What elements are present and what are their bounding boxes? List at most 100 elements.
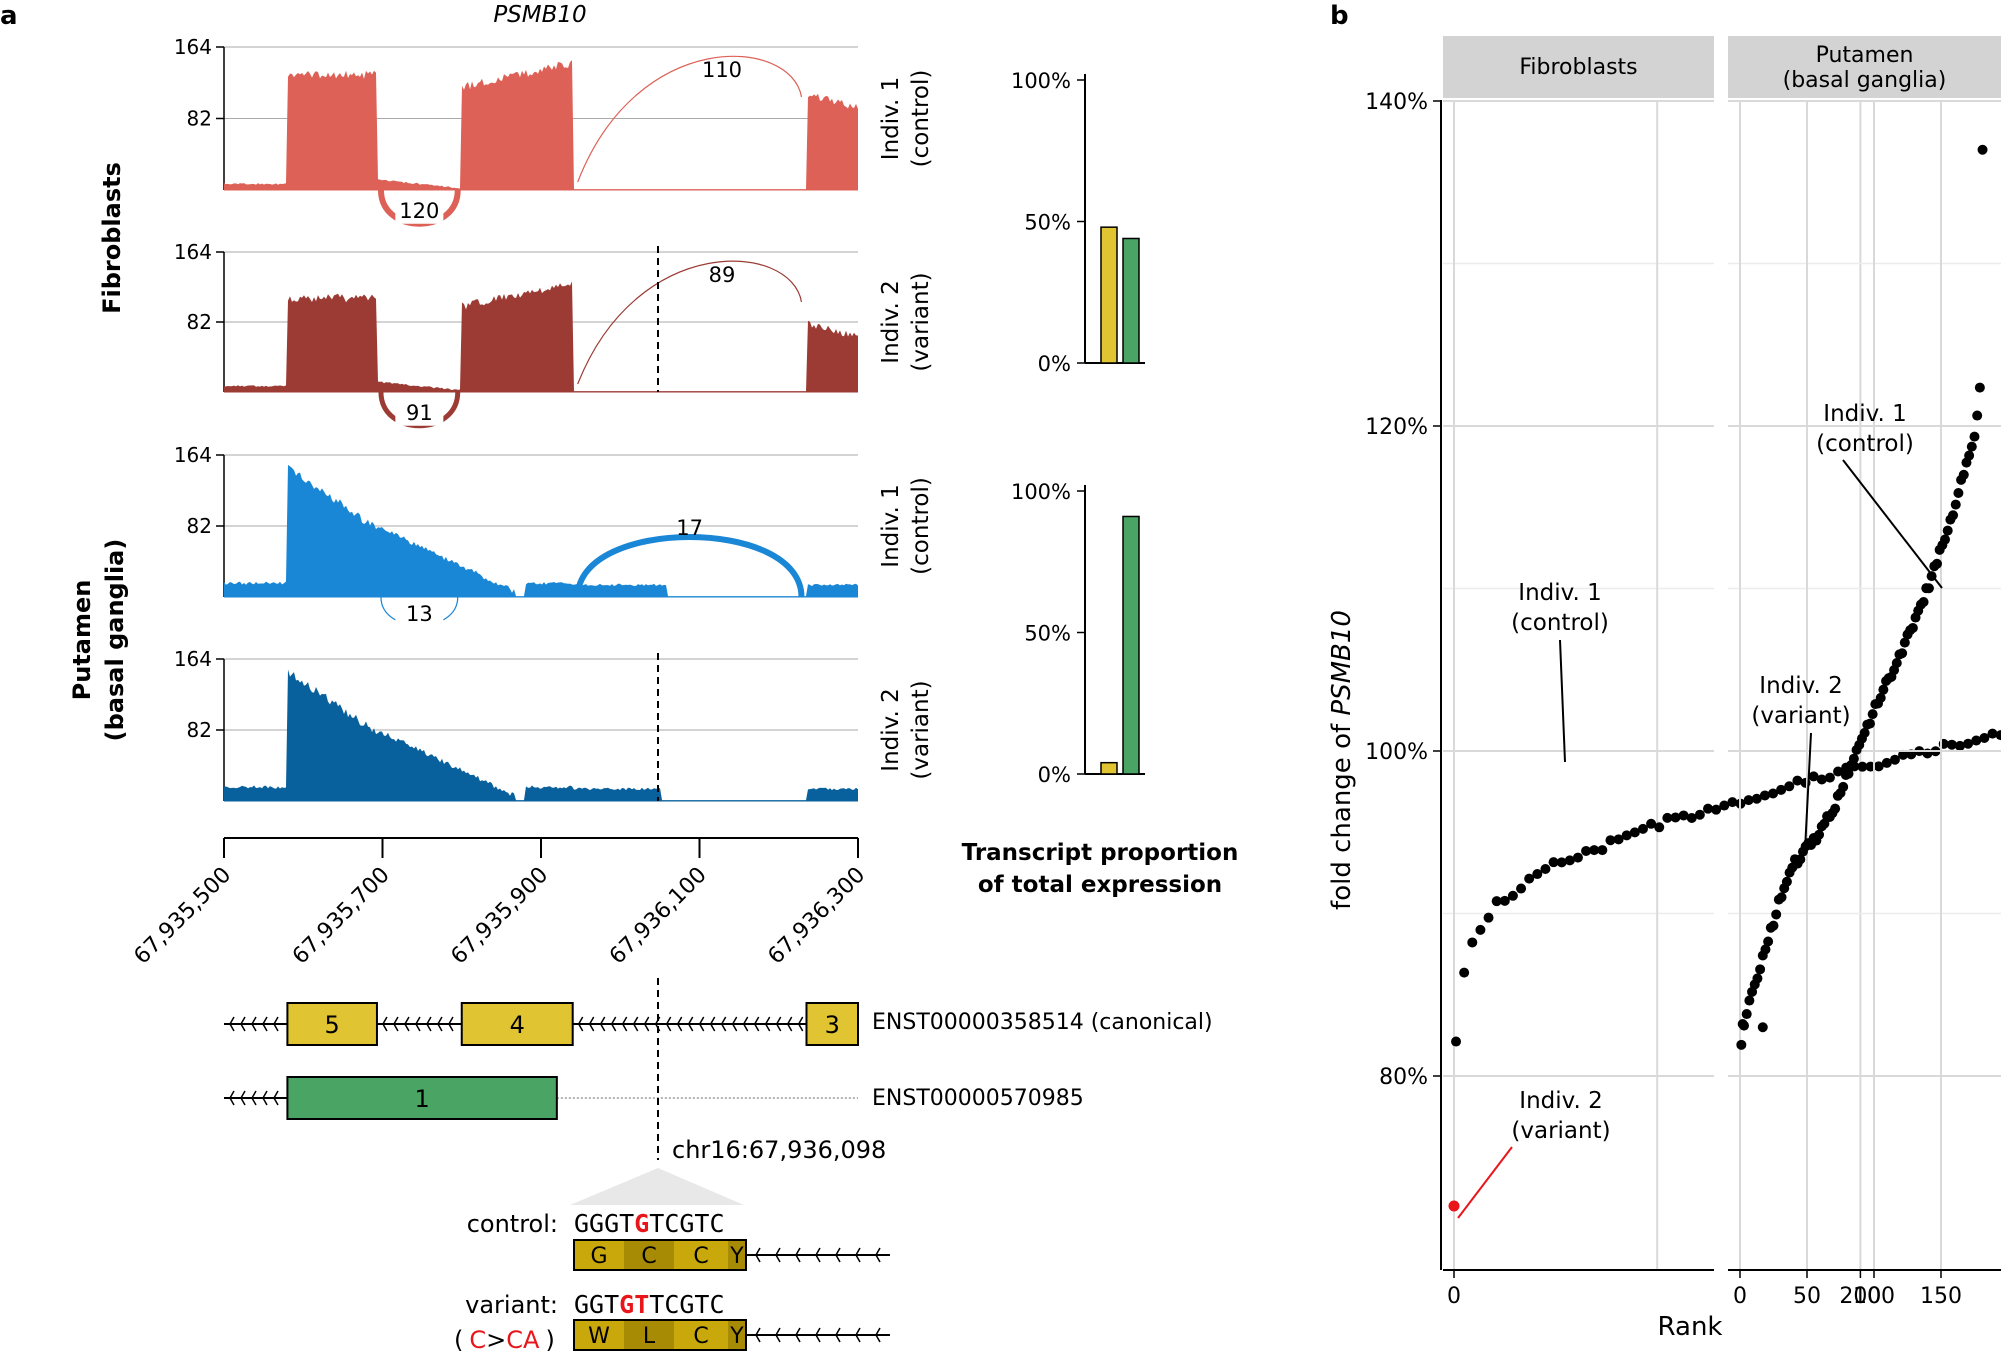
- strand-arrow: [251, 1090, 257, 1106]
- amino-acid-letter: C: [641, 1244, 656, 1269]
- data-point: [1816, 774, 1827, 785]
- data-point: [1838, 781, 1849, 792]
- y-tick-label: 120%: [1365, 415, 1428, 440]
- data-point: [1694, 809, 1705, 820]
- genomic-tick-label: 67,935,900: [446, 863, 553, 970]
- data-point: [1467, 937, 1478, 948]
- strand-arrow: [815, 1247, 821, 1263]
- y-tick-label: 82: [187, 107, 212, 131]
- data-point: [1808, 771, 1819, 782]
- rank-scatter-plots: Fibroblasts0200400Putamen(basal ganglia)…: [1365, 36, 2001, 1309]
- coverage-profile: [224, 60, 858, 190]
- amino-acid-letter: L: [643, 1324, 656, 1349]
- junction-label-alt: 110: [702, 58, 742, 82]
- data-point: [1819, 818, 1830, 829]
- y-tick-label: 164: [174, 443, 212, 467]
- strand-arrow: [764, 1016, 771, 1032]
- strand-arrow: [795, 1247, 801, 1263]
- annot-put-control-line1: Indiv. 1: [1823, 401, 1906, 427]
- strand-arrow: [709, 1016, 716, 1032]
- zoom-wedge: [570, 1168, 744, 1205]
- data-point: [1771, 909, 1782, 920]
- genomic-axis: 67,935,500 67,935,700 67,935,900 67,936,100…: [129, 837, 870, 970]
- data-point: [1459, 967, 1470, 978]
- strand-arrow: [415, 1016, 421, 1032]
- data-point: [1743, 795, 1754, 806]
- coverage-track: 164 82 120 110 Indiv. 1 (control): [174, 35, 934, 227]
- data-point: [1662, 812, 1673, 823]
- amino-acid-letter: W: [588, 1324, 610, 1349]
- annot-leader: [1804, 732, 1812, 851]
- data-point: [1763, 936, 1774, 947]
- proportion-bar: [1100, 226, 1118, 364]
- data-point: [1971, 735, 1982, 746]
- data-point: [1451, 1036, 1462, 1047]
- data-point: [1548, 857, 1559, 868]
- junction-label-bg: [395, 399, 444, 426]
- control-sequence: GGGTGTCGTC: [574, 1209, 725, 1238]
- facet-strip: [1443, 36, 1714, 98]
- proportion-bar: [1100, 761, 1118, 775]
- junction-label-bg: [395, 600, 444, 627]
- data-point: [1719, 800, 1730, 811]
- data-point: [1483, 912, 1494, 923]
- junction-label-skip: 13: [406, 602, 433, 626]
- junction-label-alt: 89: [709, 263, 736, 287]
- data-point: [1931, 558, 1942, 569]
- strand-arrow: [815, 1327, 821, 1343]
- data-point: [1516, 883, 1527, 894]
- y-tick-label: 140%: [1365, 90, 1428, 115]
- x-tick-label: 100: [1853, 1284, 1895, 1309]
- amino-acid-letter: C: [693, 1324, 708, 1349]
- strand-arrow: [382, 1016, 388, 1032]
- tissue-label-fibroblasts: Fibroblasts: [98, 162, 126, 314]
- variant-change-note: (C>CA): [454, 1326, 555, 1351]
- junction-arc-alt: [577, 55, 803, 183]
- data-point: [1948, 510, 1959, 521]
- strand-arrow: [262, 1090, 268, 1106]
- indiv-label-line1: Indiv. 2: [878, 688, 904, 771]
- data-point: [1923, 583, 1934, 594]
- annot-fib-control-line2: (control): [1511, 610, 1609, 636]
- strand-arrow: [437, 1016, 443, 1032]
- x-tick-label: 0: [1733, 1284, 1747, 1309]
- amino-acid-letter: Y: [729, 1324, 744, 1349]
- variant-label: variant:: [465, 1291, 558, 1319]
- amino-acid-cell: [674, 1240, 728, 1270]
- strand-arrow: [262, 1016, 268, 1032]
- data-point: [1759, 790, 1770, 801]
- data-point: [1833, 766, 1844, 777]
- coverage-profile: [224, 669, 858, 801]
- data-point: [1605, 835, 1616, 846]
- data-point: [1848, 753, 1859, 764]
- strand-arrow: [786, 1016, 793, 1032]
- prop-y-tick-label: 0%: [1038, 352, 1071, 376]
- amino-acid-cell: [574, 1240, 624, 1270]
- data-point: [1859, 727, 1870, 738]
- data-point: [1621, 830, 1632, 841]
- data-point: [1972, 410, 1983, 421]
- amino-acid-cell: [624, 1240, 674, 1270]
- prop-y-tick-label: 100%: [1011, 480, 1071, 504]
- amino-acid-cell: [574, 1320, 624, 1350]
- data-point: [1776, 784, 1787, 795]
- coverage-track: 164 82 91 89 Indiv. 2 (variant): [174, 240, 934, 429]
- amino-acid-cell: [728, 1320, 746, 1350]
- data-point: [1864, 718, 1875, 729]
- data-point: [1781, 876, 1792, 887]
- data-point: [1987, 728, 1998, 739]
- strand-arrow: [797, 1016, 804, 1032]
- data-point: [1824, 772, 1835, 783]
- annot-put-control-line2: (control): [1816, 431, 1914, 457]
- annot-fib-variant-line2: (variant): [1511, 1118, 1610, 1144]
- data-point: [1491, 896, 1502, 907]
- data-point: [1792, 775, 1803, 786]
- x-tick-label: 50: [1793, 1284, 1821, 1309]
- data-point: [1940, 534, 1951, 545]
- data-point: [1907, 622, 1918, 633]
- data-point: [1597, 845, 1608, 856]
- proportion-chart: 100% 50% 0%: [1011, 480, 1145, 787]
- strand-arrow: [731, 1016, 738, 1032]
- strand-arrow: [632, 1016, 639, 1032]
